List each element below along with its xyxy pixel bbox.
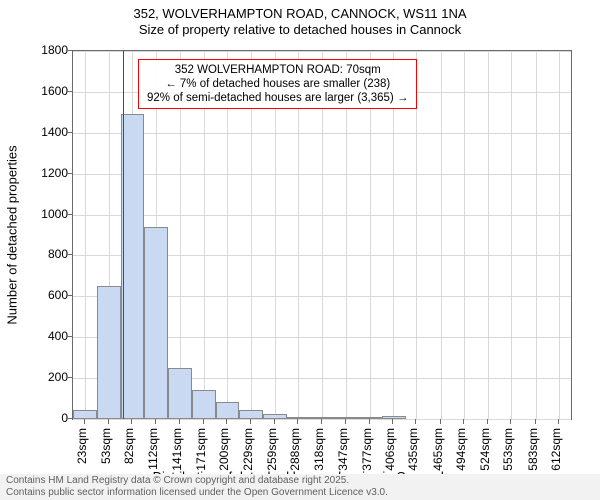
footer: Contains HM Land Registry data © Crown c… <box>0 474 600 500</box>
y-tick-mark <box>67 132 72 133</box>
y-tick-mark <box>67 173 72 174</box>
footer-line-1: Contains HM Land Registry data © Crown c… <box>6 475 594 487</box>
histogram-bar <box>358 417 382 419</box>
x-tick-mark <box>487 419 488 424</box>
marker-line <box>123 51 124 419</box>
gridline-v <box>488 51 489 419</box>
x-tick-mark <box>274 419 275 424</box>
histogram-bar <box>216 402 240 419</box>
x-tick-mark <box>179 419 180 424</box>
x-tick-mark <box>203 419 204 424</box>
histogram-bar <box>168 368 192 419</box>
chart-title: 352, WOLVERHAMPTON ROAD, CANNOCK, WS11 1… <box>0 6 600 38</box>
title-line-1: 352, WOLVERHAMPTON ROAD, CANNOCK, WS11 1… <box>0 6 600 22</box>
y-tick-mark <box>67 50 72 51</box>
histogram-bar <box>121 114 145 419</box>
y-tick-mark <box>67 377 72 378</box>
histogram-bar <box>311 417 335 419</box>
histogram-bar <box>73 410 97 419</box>
x-tick-mark <box>369 419 370 424</box>
y-tick-mark <box>67 254 72 255</box>
gridline-v <box>85 51 86 419</box>
x-tick-mark <box>345 419 346 424</box>
x-tick-mark <box>510 419 511 424</box>
y-tick-label: 1400 <box>28 125 68 139</box>
x-tick-mark <box>392 419 393 424</box>
footer-line-2: Contains public sector information licen… <box>6 487 594 499</box>
y-tick-label: 200 <box>28 370 68 384</box>
histogram-bar <box>239 410 263 419</box>
x-tick-mark <box>558 419 559 424</box>
gridline-v <box>464 51 465 419</box>
y-tick-label: 1000 <box>28 207 68 221</box>
y-axis-label: Number of detached properties <box>5 145 20 324</box>
y-tick-label: 600 <box>28 288 68 302</box>
annotation-line-2: ← 7% of detached houses are smaller (238… <box>147 77 408 91</box>
histogram-bar <box>287 417 311 419</box>
x-tick-mark <box>415 419 416 424</box>
y-tick-label: 1800 <box>28 43 68 57</box>
y-tick-label: 400 <box>28 329 68 343</box>
x-tick-mark <box>108 419 109 424</box>
annotation-line-1: 352 WOLVERHAMPTON ROAD: 70sqm <box>147 63 408 77</box>
x-tick-mark <box>84 419 85 424</box>
x-tick-mark <box>226 419 227 424</box>
x-tick-mark <box>463 419 464 424</box>
y-tick-label: 0 <box>28 411 68 425</box>
y-tick-mark <box>67 295 72 296</box>
y-tick-mark <box>67 418 72 419</box>
title-line-2: Size of property relative to detached ho… <box>0 22 600 38</box>
y-tick-label: 1600 <box>28 84 68 98</box>
histogram-bar <box>334 417 358 419</box>
x-tick-mark <box>155 419 156 424</box>
gridline-v <box>511 51 512 419</box>
x-tick-mark <box>250 419 251 424</box>
annotation-line-3: 92% of semi-detached houses are larger (… <box>147 91 408 105</box>
y-tick-mark <box>67 91 72 92</box>
gridline-v <box>536 51 537 419</box>
gridline-v <box>441 51 442 419</box>
histogram-bar <box>263 414 287 419</box>
x-tick-mark <box>297 419 298 424</box>
x-tick-mark <box>321 419 322 424</box>
gridline-v <box>559 51 560 419</box>
histogram-bar <box>144 227 168 419</box>
histogram-bar <box>382 416 406 419</box>
histogram-bar <box>97 286 121 419</box>
x-tick-mark <box>131 419 132 424</box>
y-tick-mark <box>67 336 72 337</box>
annotation-box: 352 WOLVERHAMPTON ROAD: 70sqm← 7% of det… <box>138 59 417 109</box>
y-tick-label: 1200 <box>28 166 68 180</box>
y-tick-label: 800 <box>28 247 68 261</box>
x-tick-mark <box>440 419 441 424</box>
plot-area: 352 WOLVERHAMPTON ROAD: 70sqm← 7% of det… <box>72 50 572 420</box>
y-tick-mark <box>67 214 72 215</box>
histogram-bar <box>192 390 216 419</box>
x-tick-mark <box>535 419 536 424</box>
